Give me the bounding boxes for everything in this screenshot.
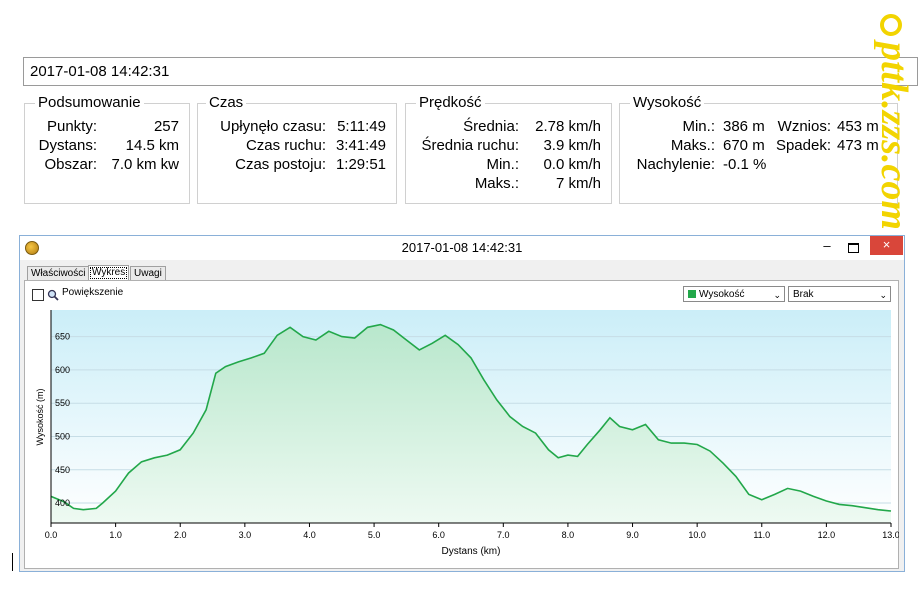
speed-title: Prędkość — [416, 95, 485, 111]
elevation-title: Wysokość — [630, 95, 705, 111]
elevation-label: Maks.: — [670, 137, 715, 154]
x-tick-label: 10.0 — [688, 530, 706, 540]
x-tick-label: 3.0 — [239, 530, 252, 540]
x-tick-label: 1.0 — [109, 530, 122, 540]
elevation-value: 670 m — [723, 137, 765, 154]
summary-value: 14.5 km — [125, 137, 179, 154]
y-tick-label: 650 — [55, 332, 70, 342]
time-label: Czas ruchu: — [245, 137, 326, 154]
x-axis-label: Dystans (km) — [442, 546, 501, 557]
tab-chart[interactable]: Wykres — [88, 265, 130, 281]
series-color-swatch — [688, 290, 696, 298]
elevation-value: 473 m — [837, 137, 879, 154]
minimize-button[interactable]: – — [823, 238, 831, 253]
window-title: 2017-01-08 14:42:31 — [401, 240, 523, 255]
summary-group: Podsumowanie Punkty: 257 Dystans: 14.5 k… — [24, 95, 190, 204]
elevation-area — [51, 324, 891, 523]
watermark: pttk.zzs.com — [872, 14, 916, 230]
summary-label: Obszar: — [44, 156, 97, 173]
speed-label: Średnia: — [463, 118, 519, 135]
x-tick-label: 12.0 — [818, 530, 836, 540]
x-tick-label: 8.0 — [562, 530, 575, 540]
elevation-label: Spadek: — [775, 137, 831, 154]
time-title: Czas — [206, 95, 247, 111]
y-tick-label: 600 — [55, 365, 70, 375]
time-value: 5:11:49 — [337, 118, 386, 135]
secondary-select[interactable]: Brak ⌄ — [788, 286, 891, 302]
speed-label: Min.: — [486, 156, 519, 173]
y-tick-label: 400 — [55, 498, 70, 508]
speed-group: Prędkość Średnia: 2.78 km/h Średnia ruch… — [405, 95, 612, 204]
y-tick-label: 500 — [55, 431, 70, 441]
speed-label: Maks.: — [474, 175, 519, 192]
summary-title: Podsumowanie — [35, 95, 144, 111]
y-tick-label: 550 — [55, 398, 70, 408]
secondary-select-value: Brak — [793, 289, 814, 300]
elevation-chart: 0.0 1.0 2.0 3.0 4.0 5.0 6.0 7.0 8.0 9.0 10.0 11.0 12… — [35, 310, 899, 557]
watermark-text: pttk.zzs.com — [873, 42, 915, 230]
series-select-value: Wysokość — [699, 289, 745, 300]
elevation-label: Wznios: — [777, 118, 831, 135]
x-tick-label: 9.0 — [626, 530, 639, 540]
text-cursor — [12, 553, 13, 571]
time-value: 3:41:49 — [335, 137, 386, 154]
track-datetime-field[interactable]: 2017-01-08 14:42:31 — [23, 57, 918, 86]
series-select[interactable]: Wysokość ⌄ — [683, 286, 785, 302]
maximize-button[interactable] — [842, 237, 864, 257]
x-tick-label: 5.0 — [368, 530, 381, 540]
time-label: Czas postoju: — [235, 156, 326, 173]
x-tick-label: 13.0 — [882, 530, 899, 540]
x-tick-label: 7.0 — [497, 530, 510, 540]
chevron-down-icon: ⌄ — [773, 290, 781, 300]
x-tick-label: 6.0 — [432, 530, 445, 540]
x-tick-label: 2.0 — [174, 530, 187, 540]
speed-value: 0.0 km/h — [543, 156, 601, 173]
elevation-label: Min.: — [682, 118, 715, 135]
chart-window: 2017-01-08 14:42:31 – × Właściwości Wykr… — [19, 235, 905, 572]
x-tick-label: 4.0 — [303, 530, 316, 540]
time-group: Czas Upłynęło czasu: 5:11:49 Czas ruchu:… — [197, 95, 397, 204]
summary-value: 257 — [153, 118, 179, 135]
x-tick-label: 11.0 — [753, 530, 770, 540]
x-tick-label: 0.0 — [45, 530, 58, 540]
summary-value: 7.0 km kw — [111, 156, 179, 173]
summary-label: Dystans: — [38, 137, 97, 154]
elevation-value: 453 m — [837, 118, 879, 135]
speed-label: Średnia ruchu: — [421, 137, 519, 154]
elevation-series-line — [50, 323, 892, 512]
elevation-group: Wysokość Min.: 386 m Maks.: 670 m Nachyl… — [619, 95, 898, 204]
magnifier-icon — [47, 288, 59, 306]
summary-label: Punkty: — [46, 118, 97, 135]
elevation-value: 386 m — [723, 118, 765, 135]
elevation-label: Nachylenie: — [636, 156, 715, 173]
maximize-icon — [847, 243, 859, 253]
close-icon: × — [882, 237, 891, 252]
time-value: 1:29:51 — [335, 156, 386, 173]
speed-value: 3.9 km/h — [543, 137, 601, 154]
speed-value: 2.78 km/h — [535, 118, 601, 135]
app-icon — [25, 241, 39, 255]
time-label: Upłynęło czasu: — [220, 118, 326, 135]
speed-value: 7 km/h — [555, 175, 601, 192]
y-tick-label: 450 — [55, 465, 70, 475]
watermark-logo-icon — [879, 14, 902, 36]
tab-notes[interactable]: Uwagi — [130, 266, 166, 282]
close-button[interactable]: × — [870, 236, 903, 255]
window-titlebar[interactable] — [20, 236, 904, 260]
zoom-label: Powiększenie — [62, 287, 124, 298]
zoom-checkbox[interactable] — [32, 289, 44, 301]
elevation-value: -0.1 % — [723, 156, 767, 173]
chevron-down-icon: ⌄ — [879, 290, 887, 300]
y-axis-label: Wysokość (m) — [35, 389, 45, 446]
